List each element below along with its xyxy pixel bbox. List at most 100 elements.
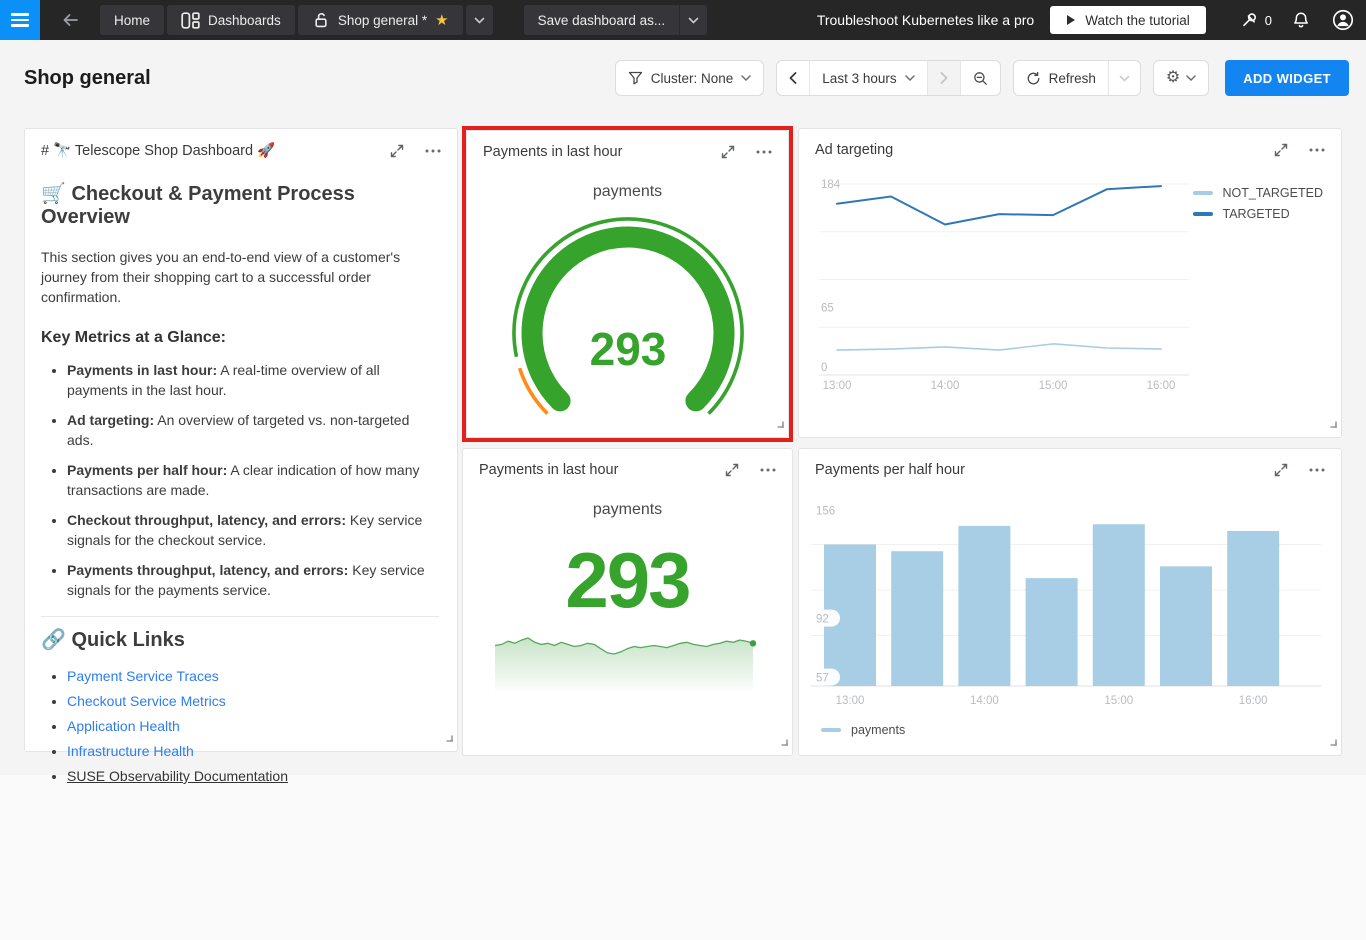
svg-text:14:00: 14:00: [970, 695, 999, 707]
gauge-chart: 293: [511, 217, 744, 415]
quick-link[interactable]: Application Health: [67, 718, 180, 734]
svg-text:65: 65: [821, 303, 834, 315]
legend-item[interactable]: NOT_TARGETED: [1192, 186, 1323, 200]
tab-dashboards[interactable]: Dashboards: [167, 5, 295, 35]
hamburger-menu-button[interactable]: [0, 0, 40, 40]
svg-text:16:00: 16:00: [1239, 695, 1268, 707]
divider: [41, 616, 439, 617]
widget-title: Payments per half hour: [815, 462, 965, 478]
svg-text:57: 57: [816, 673, 829, 685]
time-back-button[interactable]: [777, 61, 809, 95]
gear-icon: ⚙: [1165, 69, 1181, 86]
legend-swatch: [1192, 211, 1213, 217]
add-widget-button[interactable]: ADD WIDGET: [1225, 60, 1349, 96]
tab-shop-general[interactable]: Shop general * ★: [297, 5, 463, 35]
legend-swatch: [1192, 190, 1213, 196]
pin-count-badge: 0: [1264, 12, 1272, 28]
pinned-views-button[interactable]: [1240, 11, 1259, 30]
time-range-button[interactable]: Last 3 hours: [809, 61, 926, 95]
svg-text:15:00: 15:00: [1039, 380, 1068, 392]
play-icon: [1067, 15, 1076, 25]
widget-menu-icon[interactable]: [1309, 468, 1325, 472]
bar-legend[interactable]: payments: [821, 723, 905, 737]
svg-text:184: 184: [821, 179, 841, 191]
expand-widget-icon[interactable]: [720, 144, 736, 160]
expand-widget-icon[interactable]: [1273, 142, 1289, 158]
watch-tutorial-button[interactable]: Watch the tutorial: [1050, 6, 1206, 34]
refresh-options-button[interactable]: [1107, 61, 1140, 95]
gauge-metric-label: payments: [592, 183, 663, 200]
metric-item: Payments throughput, latency, and errors…: [67, 560, 439, 600]
refresh-control: Refresh: [1012, 60, 1141, 96]
expand-widget-icon[interactable]: [1273, 462, 1289, 478]
payments-per-half-hour-widget: Payments per half hour 156 92 57 13:00 14:00…: [798, 448, 1342, 756]
widget-menu-icon[interactable]: [760, 468, 776, 472]
back-arrow-icon: [63, 14, 78, 26]
payments-gauge-widget: Payments in last hour payments 293: [466, 130, 789, 438]
chevron-down-icon: [741, 75, 752, 81]
svg-text:156: 156: [816, 506, 835, 518]
favorite-star-icon[interactable]: ★: [435, 11, 449, 29]
dashboard-settings-button[interactable]: ⚙: [1152, 60, 1210, 96]
resize-handle[interactable]: [1327, 415, 1337, 433]
quick-link-item: Infrastructure Health: [67, 743, 439, 759]
markdown-widget: # 🔭 Telescope Shop Dashboard 🚀 🛒 Checkou…: [24, 128, 458, 784]
tabs-overflow-button[interactable]: [465, 5, 493, 35]
user-avatar-button[interactable]: [1332, 9, 1354, 31]
time-forward-button[interactable]: [926, 61, 960, 95]
dashboard-header: Shop general Cluster: None Last 3 hours: [0, 40, 1366, 116]
quick-link[interactable]: Payment Service Traces: [67, 668, 219, 684]
save-dashboard-menu-button[interactable]: [680, 5, 708, 35]
bell-icon: [1294, 11, 1308, 27]
refresh-label: Refresh: [1048, 70, 1096, 86]
tab-home[interactable]: Home: [100, 5, 165, 35]
chevron-left-icon: [789, 72, 797, 84]
top-navigation-bar: Home Dashboards Shop general * ★ Save da…: [0, 0, 1366, 40]
tab-dashboards-label: Dashboards: [208, 12, 281, 28]
widget-title: Ad targeting: [815, 142, 894, 158]
resize-handle[interactable]: [443, 729, 453, 747]
ad-legend: NOT_TARGETED TARGETED: [1192, 186, 1323, 221]
markdown-heading: 🛒 Checkout & Payment Process Overview: [41, 183, 355, 228]
payments-bar-chart[interactable]: 156 92 57 13:00 14:00 15:00 16:00: [811, 493, 1331, 711]
spark-chart: [495, 637, 757, 691]
save-dashboard-group: Save dashboard as...: [523, 5, 708, 35]
svg-text:13:00: 13:00: [836, 695, 865, 707]
metrics-list: Payments in last hour: A real-time overv…: [67, 360, 439, 600]
metric-item: Checkout throughput, latency, and errors…: [67, 510, 439, 550]
back-button[interactable]: [52, 0, 88, 40]
page-title: Shop general: [24, 66, 151, 89]
metric-item: Payments in last hour: A real-time overv…: [67, 360, 439, 400]
tab-home-label: Home: [114, 12, 151, 28]
widget-menu-icon[interactable]: [1309, 148, 1325, 152]
quick-link[interactable]: SUSE Observability Documentation: [67, 768, 288, 784]
chevron-down-icon: [1186, 75, 1196, 81]
number-metric-label: payments: [592, 501, 663, 518]
ad-targeting-chart[interactable]: 184 65 0 13:00 14:00 15:00 16:00: [819, 177, 1194, 397]
zoom-out-time-button[interactable]: [959, 61, 1000, 95]
expand-widget-icon[interactable]: [389, 143, 405, 159]
resize-handle[interactable]: [774, 415, 784, 433]
legend-label: payments: [851, 723, 906, 737]
resize-handle[interactable]: [778, 733, 788, 751]
cluster-filter-button[interactable]: Cluster: None: [614, 60, 765, 96]
svg-text:14:00: 14:00: [931, 380, 960, 392]
notifications-button[interactable]: [1292, 11, 1310, 30]
expand-widget-icon[interactable]: [724, 462, 740, 478]
save-dashboard-as-button[interactable]: Save dashboard as...: [523, 5, 681, 35]
metrics-heading: Key Metrics at a Glance:: [41, 329, 226, 346]
quick-link-item: Application Health: [67, 718, 439, 734]
refresh-button[interactable]: Refresh: [1014, 61, 1108, 95]
legend-item[interactable]: TARGETED: [1192, 207, 1323, 221]
widget-menu-icon[interactable]: [425, 149, 441, 153]
quick-link-item: Payment Service Traces: [67, 668, 439, 684]
resize-handle[interactable]: [1327, 733, 1337, 751]
quick-link-item: Checkout Service Metrics: [67, 693, 439, 709]
svg-text:92: 92: [816, 614, 829, 626]
markdown-intro: This section gives you an end-to-end vie…: [41, 249, 401, 305]
quick-link[interactable]: Infrastructure Health: [67, 743, 194, 759]
watch-tutorial-label: Watch the tutorial: [1085, 12, 1190, 28]
widget-menu-icon[interactable]: [756, 150, 772, 154]
quick-link[interactable]: Checkout Service Metrics: [67, 693, 226, 709]
svg-text:0: 0: [821, 362, 827, 374]
